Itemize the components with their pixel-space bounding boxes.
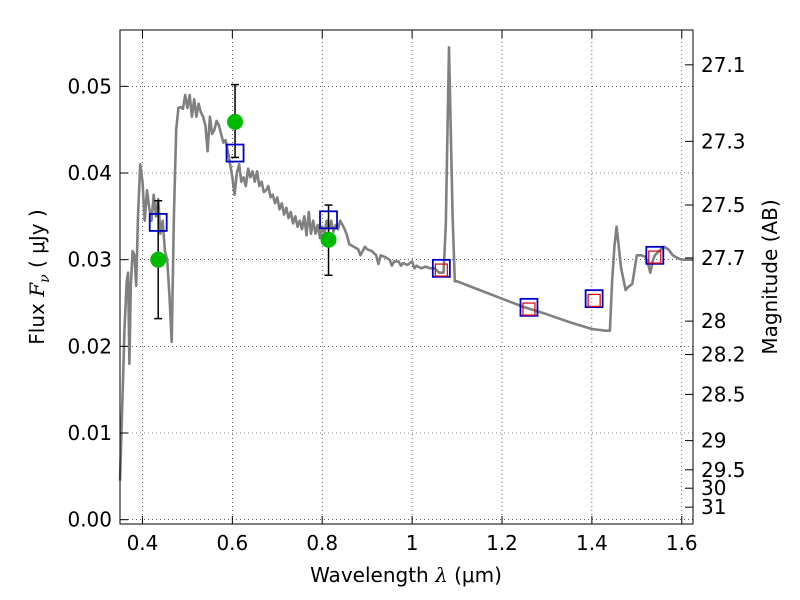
x-axis-label: Wavelength λ (μm) <box>310 563 502 587</box>
model-flux-small-square <box>434 263 448 277</box>
y-tick-labels: 0.00 0.01 0.02 0.03 0.04 0.05 <box>67 74 112 531</box>
magnitude-tick-label: 30 <box>701 476 726 500</box>
magnitude-tick-label: 27.7 <box>701 246 746 270</box>
x-tick-label: 1.6 <box>666 531 698 555</box>
magnitude-tick-label: 31 <box>701 495 726 519</box>
y-tick-label: 0.00 <box>67 508 112 532</box>
model-flux-square <box>584 289 604 309</box>
magnitude-tick-label: 27.5 <box>701 193 746 217</box>
model-flux-square <box>148 212 168 232</box>
y-tick-label: 0.04 <box>67 161 112 185</box>
magnitude-tick-label: 28 <box>701 309 726 333</box>
model-flux-square <box>431 258 451 278</box>
magnitude-tick-label: 29.5 <box>701 458 746 482</box>
model-spectrum <box>118 46 693 481</box>
plot-frame <box>119 29 694 525</box>
model-flux-square <box>225 143 245 163</box>
x-tick-label: 1.2 <box>486 531 518 555</box>
x-tick-label: 1.4 <box>576 531 608 555</box>
y-axis-label: Flux Fν ( μJy ) <box>25 209 53 344</box>
spectrum-line <box>118 46 693 481</box>
x-tick-labels: 0.4 0.6 0.8 1 1.2 1.4 1.6 <box>127 531 698 555</box>
magnitude-axis-label: Magnitude (AB) <box>758 199 782 354</box>
model-flux-small-square <box>522 302 536 316</box>
x-tick-label: 1 <box>406 531 419 555</box>
x-tick-label: 0.6 <box>216 531 248 555</box>
model-flux-small-square <box>648 250 662 264</box>
photometry-markers <box>148 113 665 317</box>
x-tick-label: 0.8 <box>306 531 338 555</box>
observed-flux-point <box>150 251 167 268</box>
observed-flux-point <box>227 113 244 130</box>
magnitude-tick-label: 27.3 <box>701 129 746 153</box>
axis-ticks <box>120 30 693 524</box>
model-flux-square <box>519 297 539 317</box>
model-flux-square <box>319 210 338 230</box>
y-tick-label: 0.01 <box>67 421 112 445</box>
model-flux-square <box>645 245 665 265</box>
y-tick-label: 0.02 <box>67 334 112 358</box>
model-flux-small-square <box>587 293 601 307</box>
observed-flux-point <box>320 231 337 248</box>
magnitude-tick-label: 28.5 <box>701 382 746 406</box>
y-tick-label: 0.05 <box>67 74 112 98</box>
magnitude-tick-label: 27.1 <box>701 53 746 77</box>
magnitude-tick-label: 29 <box>701 429 726 453</box>
magnitude-tick-label: 28.2 <box>701 343 746 367</box>
y-tick-label: 0.03 <box>67 248 112 272</box>
x-tick-label: 0.4 <box>127 531 159 555</box>
